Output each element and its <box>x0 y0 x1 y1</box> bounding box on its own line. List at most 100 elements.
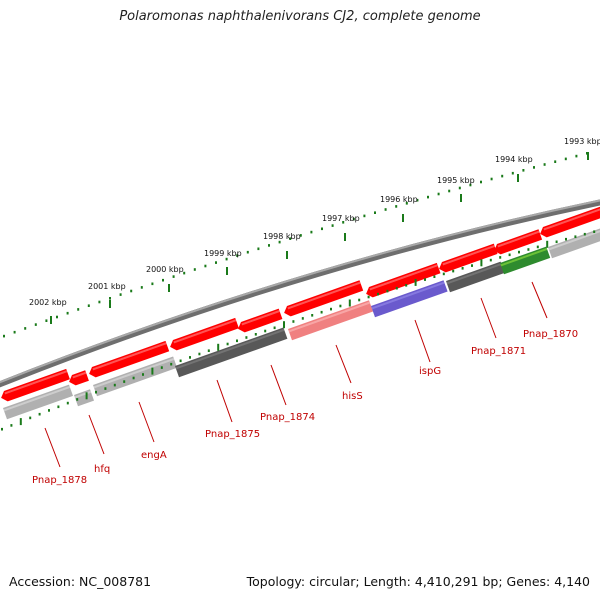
reverse-gene-4-sheen <box>175 328 285 370</box>
gene-label: hisS <box>342 391 363 402</box>
gene-label: hfq <box>94 464 110 475</box>
forward-gene-8 <box>439 243 498 273</box>
gene-label-leader <box>414 319 431 363</box>
forward-gene-2-sheen <box>72 371 87 379</box>
forward-gene-3 <box>89 340 170 378</box>
reverse-gene-8-body <box>500 246 551 275</box>
kbp-dot <box>511 171 514 175</box>
reverse-gene-2-body <box>74 389 94 407</box>
kbp-dot <box>193 268 196 271</box>
inner-tick-dot <box>377 292 379 296</box>
inner-tick-dot <box>527 248 530 251</box>
kbp-tick-label: 2000 kbp <box>146 265 184 274</box>
kbp-tick-label: 1996 kbp <box>380 195 418 204</box>
forward-gene-1-sheen <box>4 370 68 395</box>
inner-tick-major <box>151 367 154 375</box>
kbp-dot <box>151 282 154 286</box>
inner-tick-dot <box>574 235 577 238</box>
kbp-dot <box>130 289 133 293</box>
reverse-gene-7-sheen <box>446 262 502 285</box>
reverse-gene-6-sheen <box>371 281 445 310</box>
inner-tick-dot <box>273 326 276 330</box>
forward-gene-5-sheen <box>241 310 280 326</box>
kbp-dot <box>162 278 164 282</box>
kbp-dot <box>331 224 334 227</box>
kbp-dot <box>427 195 429 199</box>
gene-labels: Pnap_1870Pnap_1871ispGhisSPnap_1874Pnap_… <box>32 281 578 486</box>
kbp-dot <box>225 257 228 261</box>
reverse-gene-3-sheen <box>93 357 175 389</box>
kbp-tick-label: 2001 kbp <box>88 282 126 291</box>
backbone-line <box>0 199 600 388</box>
inner-tick-dot <box>245 336 248 339</box>
reverse-gene-1-sheen <box>3 385 71 412</box>
kbp-dot <box>257 247 260 251</box>
kbp-dot <box>522 169 525 172</box>
reverse-gene-7 <box>446 261 505 293</box>
forward-gene-4-sheen <box>173 319 237 344</box>
kbp-dot <box>87 304 90 307</box>
outer-kbp-track <box>3 152 588 338</box>
inner-tick-dot <box>339 304 342 308</box>
reverse-gene-9-sheen <box>548 230 600 251</box>
genome-title: Polaromonas naphthalenivorans CJ2, compl… <box>119 9 481 24</box>
kbp-dot <box>268 244 270 247</box>
kbp-dot <box>554 160 557 163</box>
inner-tick-dot <box>536 245 539 249</box>
kbp-dot <box>204 264 207 268</box>
forward-gene-2 <box>69 370 89 386</box>
inner-tick-dot <box>66 401 69 405</box>
inner-tick-dot <box>198 352 201 356</box>
inner-tick-track <box>1 230 596 431</box>
kbp-dot <box>416 198 419 202</box>
inner-tick-dot <box>189 356 191 359</box>
gene-label-leader <box>88 414 105 455</box>
kbp-tick-label: 1997 kbp <box>322 214 360 223</box>
reverse-gene-1-body <box>3 384 73 420</box>
inner-tick-dot <box>583 232 586 236</box>
kbp-tick-label: 1994 kbp <box>495 155 533 164</box>
inner-tick-dot <box>104 387 107 390</box>
inner-tick-dot <box>95 390 97 394</box>
kbp-dot <box>490 177 493 181</box>
inner-tick-major <box>480 259 483 267</box>
inner-tick-dot <box>489 258 492 262</box>
kbp-dot <box>45 319 48 322</box>
reverse-gene-5 <box>288 300 373 341</box>
inner-tick-dot <box>405 284 408 287</box>
accession-text: Accession: NC_008781 <box>9 574 152 589</box>
inner-tick-dot <box>471 264 473 267</box>
gene-label-leader <box>335 344 352 384</box>
kbp-tick-label: 1999 kbp <box>204 249 242 258</box>
gene-label: Pnap_1871 <box>471 346 526 357</box>
forward-gene-6 <box>284 280 364 317</box>
inner-tick-major <box>546 240 549 248</box>
inner-tick-major <box>217 343 220 351</box>
inner-tick-dot <box>330 307 332 311</box>
backbone-highlight <box>0 199 600 384</box>
inner-tick-dot <box>593 230 596 233</box>
kbp-dot <box>66 311 69 315</box>
forward-gene-6-sheen <box>287 281 361 310</box>
reverse-gene-5-body <box>288 300 373 341</box>
inner-tick-dot <box>142 373 144 376</box>
forward-gene-10 <box>540 206 600 238</box>
inner-tick-dot <box>38 412 41 416</box>
forward-gene-9-sheen <box>497 230 540 248</box>
kbp-dot <box>575 154 578 158</box>
kbp-dot <box>56 315 58 319</box>
reverse-gene-6 <box>371 280 448 318</box>
kbp-dot <box>109 297 111 300</box>
kbp-dot <box>395 205 398 208</box>
kbp-dot <box>405 202 408 205</box>
inner-tick-dot <box>1 427 3 431</box>
gene-label: Pnap_1870 <box>523 329 578 340</box>
forward-gene-5 <box>238 308 283 333</box>
inner-tick-dot <box>358 298 361 302</box>
reverse-strand-genes <box>3 228 600 420</box>
kbp-dot <box>172 275 175 278</box>
inner-tick-dot <box>461 267 464 270</box>
kbp-tick-label: 1993 kbp <box>564 137 600 146</box>
gene-label: engA <box>141 450 167 461</box>
kbp-dot <box>236 254 239 257</box>
